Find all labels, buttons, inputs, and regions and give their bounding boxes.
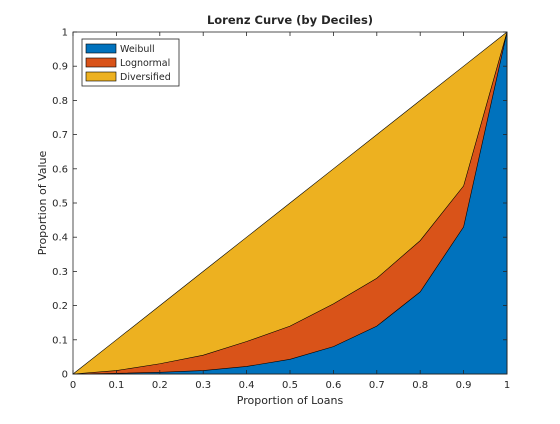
- y-tick-label: 0.8: [52, 96, 68, 107]
- y-tick-label: 0.5: [52, 199, 68, 210]
- legend-swatch-weibull: [85, 43, 117, 54]
- legend-label-diversified: Diversified: [120, 72, 171, 83]
- y-tick-label: 0.7: [52, 130, 68, 141]
- y-tick-label: 1: [62, 28, 68, 39]
- legend: Weibull Lognormal Diversified: [81, 38, 180, 87]
- x-axis-label: Proportion of Loans: [237, 394, 344, 407]
- x-tick-label: 0.7: [369, 380, 385, 391]
- y-tick-label: 0.4: [52, 233, 68, 244]
- x-tick-label: 0.9: [456, 380, 472, 391]
- y-tick-label: 0.6: [52, 164, 68, 175]
- x-tick-label: 0.5: [282, 380, 298, 391]
- x-tick-label: 0.1: [108, 380, 124, 391]
- chart-title: Lorenz Curve (by Deciles): [207, 13, 373, 27]
- x-tick-label: 0.3: [195, 380, 211, 391]
- legend-label-lognormal: Lognormal: [120, 58, 170, 69]
- x-tick-label: 1: [504, 380, 510, 391]
- x-tick-label: 0.8: [412, 380, 428, 391]
- legend-swatch-lognormal: [85, 57, 117, 68]
- x-tick-label: 0: [70, 380, 76, 391]
- axis-ticks: 0 0.1 0.2 0.3 0.4 0.5 0.6 0.7 0.8 0.9 1 0 0.1 0.2 0.3 0…: [52, 28, 510, 392]
- y-tick-label: 0: [62, 370, 68, 381]
- y-axis-label: Proportion of Value: [36, 150, 49, 255]
- x-tick-label: 0.6: [325, 380, 341, 391]
- legend-swatch-diversified: [85, 71, 117, 82]
- x-tick-label: 0.4: [239, 380, 255, 391]
- y-tick-label: 0.9: [52, 62, 68, 73]
- y-tick-label: 0.3: [52, 267, 68, 278]
- y-tick-label: 0.1: [52, 335, 68, 346]
- x-tick-label: 0.2: [152, 380, 168, 391]
- y-tick-label: 0.2: [52, 301, 68, 312]
- legend-label-weibull: Weibull: [120, 44, 155, 55]
